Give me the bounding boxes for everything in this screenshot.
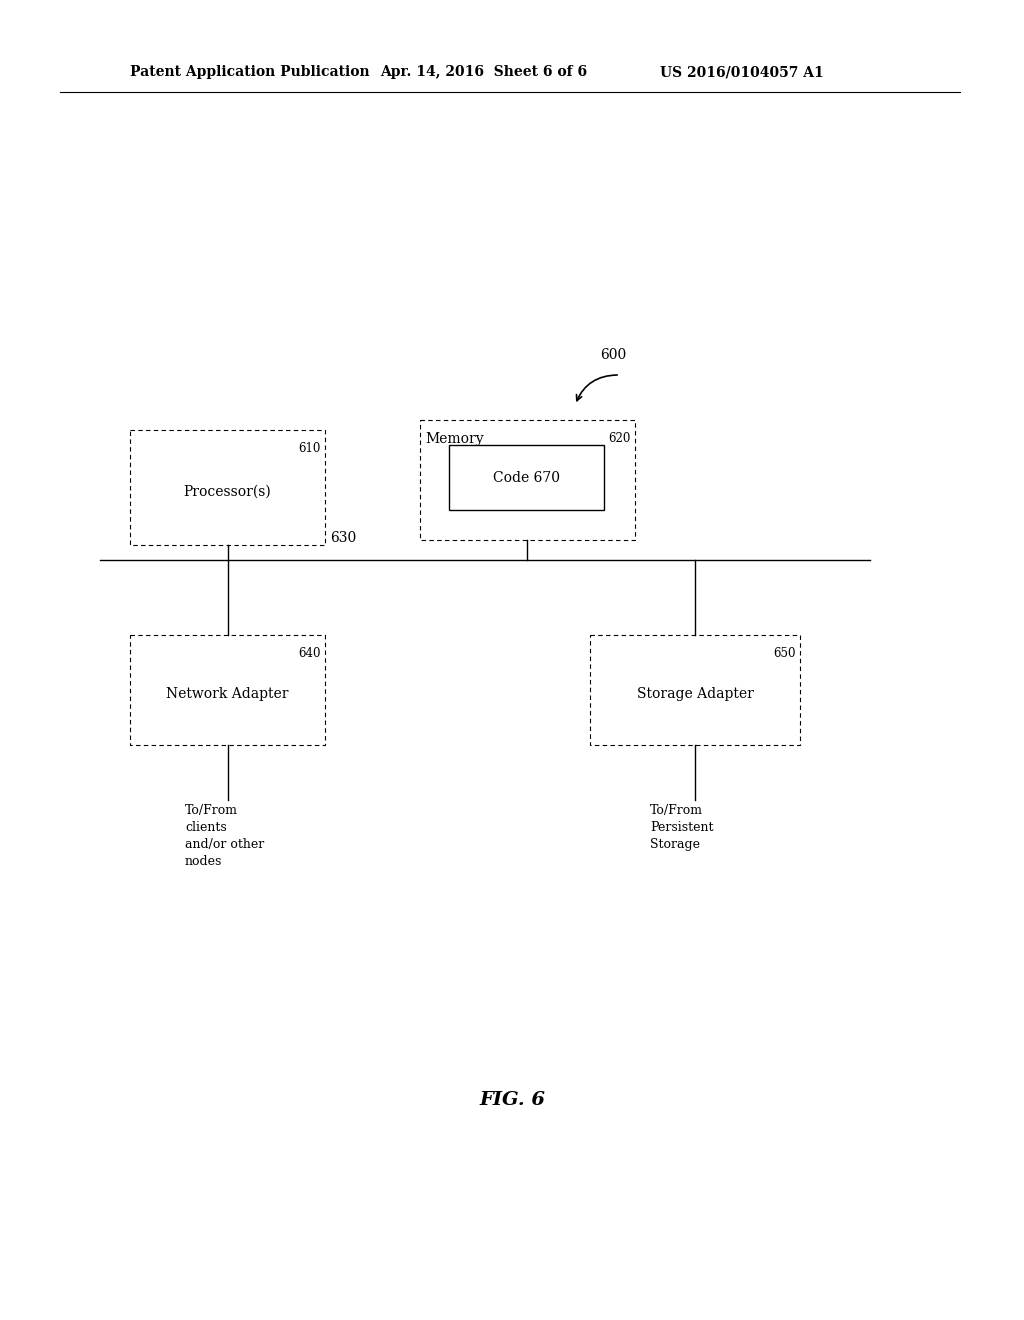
Text: Code 670: Code 670	[493, 470, 560, 484]
Text: Patent Application Publication: Patent Application Publication	[130, 65, 370, 79]
Text: 600: 600	[600, 348, 627, 362]
Text: Memory: Memory	[425, 432, 483, 446]
Text: FIG. 6: FIG. 6	[479, 1092, 545, 1109]
Text: 610: 610	[299, 442, 321, 455]
Bar	[449, 445, 604, 510]
Bar	[590, 635, 800, 744]
Text: 640: 640	[299, 647, 321, 660]
Text: US 2016/0104057 A1: US 2016/0104057 A1	[660, 65, 823, 79]
Text: To/From
clients
and/or other
nodes: To/From clients and/or other nodes	[185, 804, 264, 869]
Bar	[130, 635, 325, 744]
Text: To/From
Persistent
Storage: To/From Persistent Storage	[650, 804, 714, 851]
Bar	[420, 420, 635, 540]
Text: Apr. 14, 2016  Sheet 6 of 6: Apr. 14, 2016 Sheet 6 of 6	[380, 65, 587, 79]
Text: 620: 620	[608, 432, 631, 445]
Text: Network Adapter: Network Adapter	[166, 686, 289, 701]
Bar	[130, 430, 325, 545]
Text: 650: 650	[773, 647, 796, 660]
Text: Processor(s): Processor(s)	[183, 484, 271, 499]
Text: 630: 630	[330, 531, 356, 545]
Text: Storage Adapter: Storage Adapter	[637, 686, 754, 701]
